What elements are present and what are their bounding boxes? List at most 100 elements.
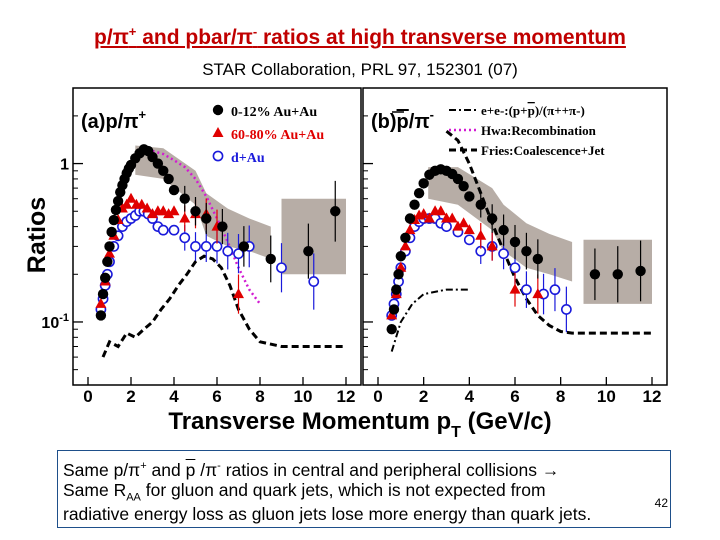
data-point	[190, 206, 201, 217]
x-tick-label: 4	[465, 387, 475, 406]
y-axis-label: Ratios	[23, 197, 51, 273]
data-point	[509, 236, 521, 248]
series-central	[95, 144, 341, 321]
data-point	[330, 206, 341, 217]
x-tick-label: 0	[373, 387, 382, 406]
x-tick-label: 2	[126, 387, 135, 406]
data-point	[112, 195, 124, 207]
data-point	[141, 202, 153, 213]
x-tick-label: 10	[597, 387, 616, 406]
data-point	[106, 226, 117, 238]
data-point	[152, 158, 164, 169]
legend: 0-12% Au+Au 60-80% Au+Au d+Au	[212, 104, 324, 166]
data-point	[521, 284, 532, 296]
x-tick-label: 10	[294, 387, 313, 406]
data-point	[179, 193, 190, 204]
data-point	[486, 213, 498, 224]
panel-label: (a)p/π+	[81, 107, 147, 133]
data-point	[532, 288, 544, 299]
data-point	[238, 241, 250, 252]
data-point	[458, 180, 469, 192]
legend-label: 60-80% Au+Au	[231, 128, 324, 143]
data-point	[168, 184, 180, 196]
legend-label: d+Au	[231, 151, 265, 166]
data-point	[147, 208, 158, 219]
curve-fries-coalescence-jet	[445, 130, 652, 335]
data-point	[612, 269, 623, 280]
data-point	[589, 269, 601, 280]
data-point	[418, 208, 430, 219]
data-point	[97, 288, 109, 300]
data-point	[521, 245, 532, 257]
data-point	[157, 205, 169, 216]
data-point	[391, 284, 402, 295]
data-point	[95, 297, 107, 308]
ratio-figure: 0 2 4 6 8 10 12 1 10-1 (a)p/π+ 0-12% Au+Au 60-80% A…	[23, 87, 668, 441]
legend-marker	[212, 127, 224, 137]
data-point	[168, 205, 180, 216]
data-point	[108, 214, 120, 226]
curve-fries-coalescence-jet	[101, 254, 346, 358]
legend-label: e+e-:(p+p)/(π++π-)	[481, 103, 585, 118]
data-point	[475, 229, 487, 240]
data-point	[399, 240, 411, 251]
panel-a: 0 2 4 6 8 10 12 1 10-1 (a)p/π+ 0-12% Au+Au 60-80% A…	[41, 87, 362, 406]
data-point	[509, 262, 521, 274]
data-point	[388, 304, 400, 315]
data-point	[163, 208, 175, 219]
data-point	[486, 240, 498, 251]
data-point	[102, 256, 113, 267]
caption-line-3: radiative energy loss as gluon jets lose…	[63, 504, 592, 524]
caption-line-2: Same RAA for gluon and quark jets, which…	[63, 480, 546, 504]
legend-label: Hwa:Recombination	[481, 123, 597, 138]
data-point	[222, 245, 234, 257]
data-point	[200, 240, 212, 252]
data-point	[121, 198, 133, 209]
data-point	[435, 205, 447, 216]
data-point	[475, 199, 486, 210]
data-point	[190, 240, 201, 252]
data-point	[423, 212, 435, 223]
data-point	[509, 283, 521, 294]
x-tick-label: 0	[83, 387, 92, 406]
data-point	[441, 221, 452, 233]
data-point	[100, 272, 111, 284]
x-tick-label: 12	[337, 387, 356, 406]
data-point	[158, 165, 169, 177]
data-point	[217, 221, 228, 232]
data-point	[463, 234, 475, 246]
data-point	[393, 269, 404, 280]
data-point	[446, 212, 458, 223]
series-peripheral	[386, 205, 544, 320]
x-tick-label: 12	[643, 387, 662, 406]
x-tick-label: 8	[255, 387, 264, 406]
panel-label: (b)p/π-	[371, 107, 434, 133]
data-point	[498, 248, 509, 260]
data-point	[233, 248, 244, 260]
data-point	[458, 217, 470, 228]
data-point	[136, 198, 148, 209]
data-point	[395, 251, 407, 262]
data-point	[560, 304, 572, 315]
data-point	[400, 232, 411, 243]
legend: e+e-:(p+p)/(π++π-) Hwa:Recombination Fries…	[449, 103, 605, 158]
data-point	[404, 213, 416, 224]
x-tick-label: 6	[510, 387, 519, 406]
x-axis-label: Transverse Momentum pT (GeV/c)	[168, 408, 551, 441]
panel-b: 0 2 4 6 8 10 12 (b)p/π-e+e-:(p+p)/(π++π-) Hwa:Re…	[362, 87, 668, 406]
data-point	[409, 199, 420, 210]
data-point	[168, 224, 180, 236]
data-point	[157, 224, 169, 236]
data-point	[308, 276, 320, 287]
data-point	[110, 204, 122, 216]
data-point	[104, 247, 115, 258]
data-point	[201, 213, 212, 224]
data-point	[635, 265, 646, 277]
data-point	[413, 188, 425, 199]
data-point	[463, 224, 475, 235]
data-point	[125, 192, 137, 203]
data-point	[179, 232, 191, 244]
data-point	[179, 212, 191, 223]
data-point	[386, 324, 397, 335]
data-point	[233, 288, 244, 299]
